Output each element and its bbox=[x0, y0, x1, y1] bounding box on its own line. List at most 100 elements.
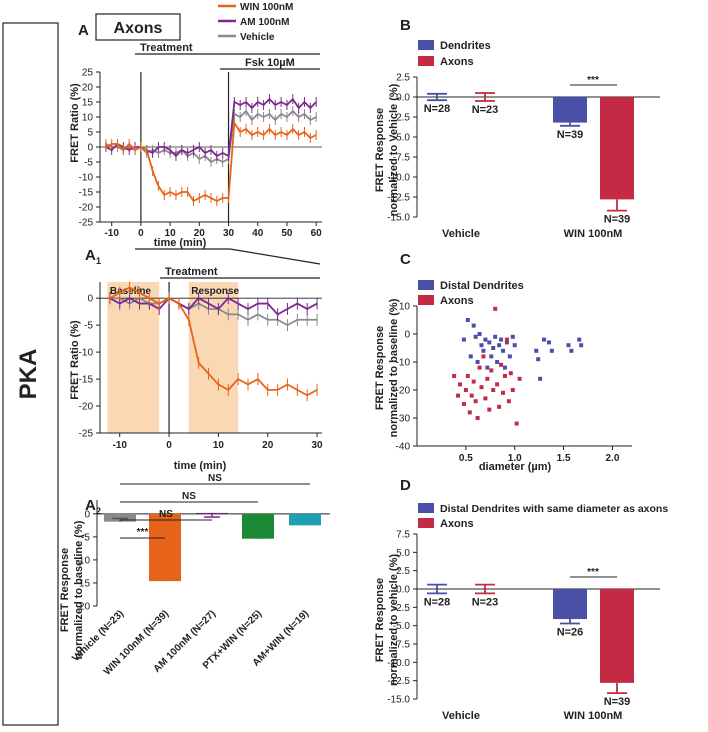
c-dendrite-point bbox=[487, 340, 492, 345]
b-group-label: WIN 100nM bbox=[564, 228, 623, 240]
c-dendrite-point bbox=[504, 340, 509, 345]
a2-ns-label: NS bbox=[182, 491, 196, 502]
c-x-tick-label: 1.0 bbox=[508, 453, 522, 464]
a1-x-tick-label: -10 bbox=[113, 440, 128, 451]
treatment-label: Treatment bbox=[140, 42, 193, 54]
a1-y-tick-label: 0 bbox=[87, 294, 93, 305]
c-x-tick-label: 0.5 bbox=[459, 453, 473, 464]
c-axon-point bbox=[458, 382, 462, 387]
c-y-tick-label: 10 bbox=[399, 302, 411, 313]
c-axon-point bbox=[510, 388, 515, 392]
c-axon-point bbox=[485, 376, 490, 381]
a-y-tick-label: 10 bbox=[82, 113, 94, 124]
c-axon-point bbox=[489, 368, 494, 373]
a-y-tick-label: -5 bbox=[84, 158, 93, 169]
c-dendrite-point bbox=[468, 354, 473, 359]
panel-a1-plot: Baseline Response 0 -5 -10 -15 -20 -25 -10 0 10 20 3… bbox=[79, 281, 323, 451]
response-label: Response bbox=[191, 286, 239, 297]
panel-a-letter: A bbox=[78, 22, 89, 39]
panel-a2-ylabel-1: FRET Response bbox=[59, 548, 71, 632]
c-axon-point bbox=[506, 399, 511, 404]
c-y-tick-label: 0 bbox=[404, 330, 410, 341]
a1-series-line bbox=[109, 297, 318, 327]
c-legend-dend-label: Distal Dendrites bbox=[440, 280, 524, 292]
d-significance-stars: *** bbox=[587, 567, 599, 578]
panel-a1-sub: 1 bbox=[96, 256, 101, 266]
a-x-tick-label: 60 bbox=[311, 228, 323, 239]
a-x-tick-label: 0 bbox=[138, 228, 144, 239]
panel-b-plot: 2.5 0.0 -2.5 -5.0 -7.5 -10.0 -12.5 -15.0 N=28 N=2… bbox=[387, 73, 660, 240]
a-x-tick-label: 30 bbox=[223, 228, 235, 239]
b-n-label: N=28 bbox=[424, 103, 451, 115]
panel-b-letter: B bbox=[400, 17, 411, 34]
c-y-tick-label: -10 bbox=[396, 358, 411, 369]
a2-ns-label: NS bbox=[208, 473, 222, 484]
c-axon-point bbox=[463, 388, 468, 392]
a2-bar bbox=[149, 513, 181, 582]
c-dendrite-point bbox=[534, 348, 539, 353]
c-axon-point bbox=[497, 404, 502, 409]
b-n-label: N=23 bbox=[472, 104, 499, 116]
a2-y-tick-label: -20 bbox=[76, 602, 91, 613]
panel-c-plot: 10 0 -10 -20 -30 -40 0.5 1.0 1.5 2.0 bbox=[396, 302, 632, 464]
c-axon-point bbox=[514, 421, 519, 426]
panel-b-ylabel-2: normalized to Vehicle (%) bbox=[388, 83, 400, 216]
b-y-tick-label: -7.5 bbox=[393, 153, 411, 164]
a-y-tick-label: -20 bbox=[79, 203, 94, 214]
b-group-label: Vehicle bbox=[442, 228, 480, 240]
c-dendrite-point bbox=[569, 348, 574, 353]
c-axon-point bbox=[491, 388, 496, 392]
side-label: PKA bbox=[15, 349, 42, 400]
panel-a-ylabel: FRET Ratio (%) bbox=[69, 83, 81, 163]
b-y-tick-label: 2.5 bbox=[396, 73, 410, 84]
d-legend-axon-swatch bbox=[418, 518, 434, 528]
d-n-label: N=39 bbox=[604, 696, 631, 708]
a1-y-tick-label: -15 bbox=[79, 375, 94, 386]
c-axon-point bbox=[467, 410, 472, 415]
c-axon-point bbox=[501, 390, 505, 395]
d-legend-dend-swatch bbox=[418, 503, 434, 513]
d-n-label: N=28 bbox=[424, 596, 451, 608]
c-axon-point bbox=[461, 402, 466, 406]
side-frame bbox=[2, 22, 59, 726]
a-y-tick-label: -15 bbox=[79, 188, 94, 199]
c-dendrite-point bbox=[465, 318, 470, 322]
panel-a-title-box bbox=[95, 13, 181, 41]
b-y-tick-label: 0.0 bbox=[396, 93, 410, 104]
d-y-tick-label: -7.5 bbox=[393, 640, 411, 651]
a2-ns-label: NS bbox=[159, 509, 173, 520]
a2-significance-stars: *** bbox=[137, 527, 149, 538]
a1-series-line bbox=[109, 286, 318, 397]
c-dendrite-point bbox=[546, 340, 551, 345]
b-y-tick-label: -15.0 bbox=[387, 213, 410, 224]
c-axon-point bbox=[481, 354, 486, 359]
c-axon-point bbox=[517, 376, 522, 381]
c-axon-point bbox=[456, 393, 461, 398]
b-n-label: N=39 bbox=[557, 129, 584, 141]
c-dendrite-point bbox=[475, 360, 480, 364]
c-dendrite-point bbox=[471, 323, 476, 328]
c-y-tick-label: -40 bbox=[396, 442, 411, 453]
c-dendrite-point bbox=[579, 343, 584, 348]
c-axon-point bbox=[502, 374, 507, 378]
panel-a1-ylabel: FRET Ratio (%) bbox=[69, 320, 81, 400]
baseline-window bbox=[107, 282, 160, 433]
d-y-tick-label: -15.0 bbox=[387, 695, 410, 706]
b-y-tick-label: -5.0 bbox=[393, 133, 411, 144]
legend-win-label: WIN 100nM bbox=[240, 2, 293, 13]
c-axon-point bbox=[469, 393, 474, 398]
a-y-tick-label: 15 bbox=[82, 98, 94, 109]
panel-a2-letter: A bbox=[85, 497, 96, 514]
c-y-tick-label: -20 bbox=[396, 386, 411, 397]
a-x-tick-label: -10 bbox=[104, 228, 119, 239]
legend-am-label: AM 100nM bbox=[240, 17, 289, 28]
fsk-label: Fsk 10µM bbox=[245, 57, 295, 69]
a1-y-tick-label: -25 bbox=[79, 429, 94, 440]
a1-x-tick-label: 0 bbox=[166, 440, 172, 451]
a2-y-tick-label: -5 bbox=[81, 532, 90, 543]
c-dendrite-point bbox=[549, 348, 554, 353]
